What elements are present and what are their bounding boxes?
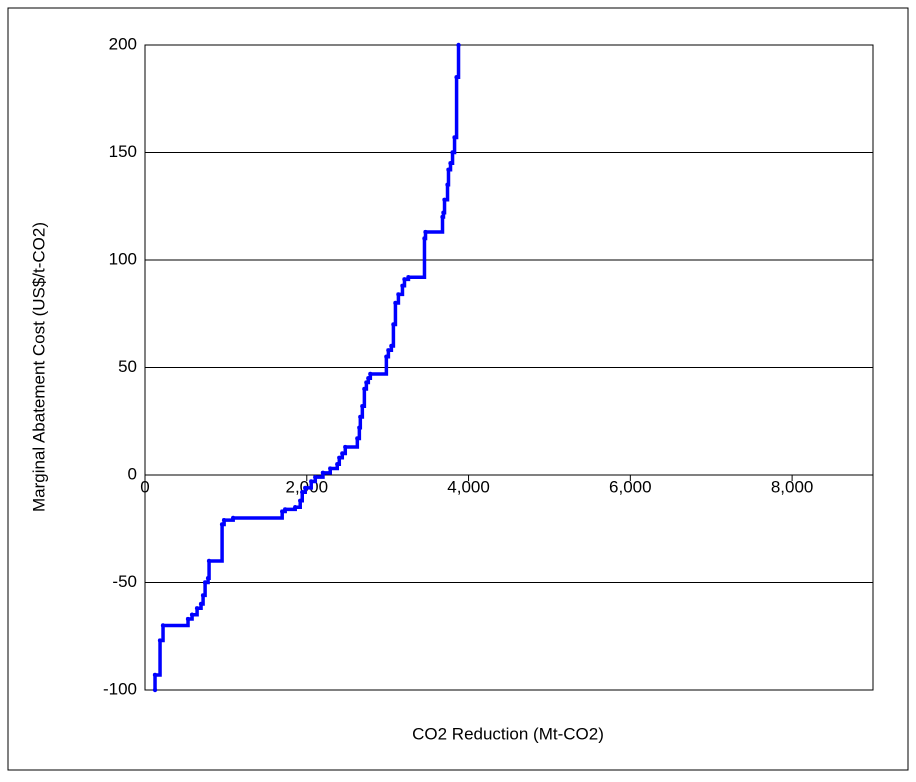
point xyxy=(160,623,166,628)
point xyxy=(393,300,398,306)
point xyxy=(366,376,371,381)
point xyxy=(221,517,227,523)
point xyxy=(343,444,348,450)
point xyxy=(298,498,303,503)
point xyxy=(441,210,446,215)
point xyxy=(206,558,212,564)
point xyxy=(452,135,457,140)
point xyxy=(300,490,305,495)
point xyxy=(400,283,405,288)
point xyxy=(230,515,236,521)
point xyxy=(152,687,158,693)
plot-border xyxy=(144,44,874,691)
y-tick-label: 100 xyxy=(109,249,137,268)
point xyxy=(200,593,206,598)
point xyxy=(442,197,447,202)
point xyxy=(198,601,204,607)
point xyxy=(219,522,225,527)
point xyxy=(282,507,288,512)
x-tick-label: 8,000 xyxy=(771,477,814,496)
point xyxy=(337,455,342,460)
point xyxy=(205,576,211,581)
y-tick-label: 0 xyxy=(128,464,137,483)
point xyxy=(320,470,326,476)
y-tick-label: 50 xyxy=(118,357,137,376)
x-tick-label: 6,000 xyxy=(609,477,652,496)
point xyxy=(406,275,411,280)
point xyxy=(456,42,461,48)
point xyxy=(360,404,365,409)
point xyxy=(157,638,163,643)
point xyxy=(384,354,389,359)
point xyxy=(340,451,345,456)
point xyxy=(423,229,428,235)
point xyxy=(355,436,360,441)
point xyxy=(445,182,450,187)
point xyxy=(313,474,318,480)
point xyxy=(454,75,459,80)
point xyxy=(293,505,298,510)
point xyxy=(364,380,369,385)
point xyxy=(450,150,455,155)
point xyxy=(202,580,208,585)
point xyxy=(335,462,340,467)
point xyxy=(446,167,451,172)
point xyxy=(194,606,200,611)
point xyxy=(389,343,394,349)
point xyxy=(357,425,362,430)
x-tick-label: 4,000 xyxy=(447,477,490,496)
point xyxy=(396,292,401,297)
y-tick-label: -100 xyxy=(103,679,137,698)
y-tick-label: -50 xyxy=(112,572,137,591)
point xyxy=(448,161,453,166)
point xyxy=(185,616,191,622)
point xyxy=(440,214,445,220)
point xyxy=(368,371,373,377)
point xyxy=(189,612,195,617)
point xyxy=(358,414,363,420)
point xyxy=(309,479,314,484)
y-tick-label: 200 xyxy=(109,34,137,53)
y-axis-label: Marginal Abatement Cost (US$/t-CO2) xyxy=(29,222,48,512)
point xyxy=(152,672,158,678)
point xyxy=(303,485,308,491)
point xyxy=(422,236,427,241)
point xyxy=(402,277,407,282)
point xyxy=(386,348,391,353)
point xyxy=(362,386,367,392)
y-tick-label: 150 xyxy=(109,142,137,161)
point xyxy=(328,466,333,471)
x-axis-label: CO2 Reduction (Mt-CO2) xyxy=(412,724,604,743)
point xyxy=(391,322,396,327)
